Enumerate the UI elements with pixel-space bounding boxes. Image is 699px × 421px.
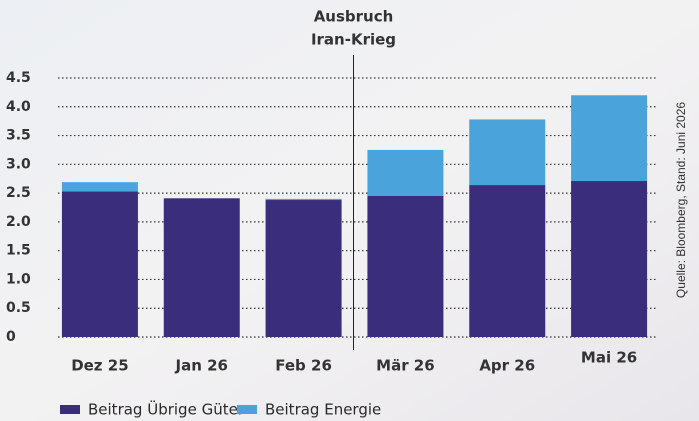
source-note: Quelle: Bloomberg, Stand: Juni 2026	[674, 102, 688, 298]
x-tick-label: Feb 26	[275, 357, 332, 375]
x-tick-label: Mär 26	[376, 357, 435, 375]
y-tick-label: 0	[6, 329, 16, 345]
bar-segment	[62, 182, 138, 191]
x-tick-label: Jan 26	[175, 357, 228, 375]
annotation: Iran-Krieg	[311, 31, 396, 49]
legend-label: Beitrag Übrige Güter	[88, 400, 245, 419]
y-tick-label: 2.0	[6, 214, 31, 230]
chart: 0 0.5 1.0 1.5 2.0 2.5 3.0 3.5 4.0 4.5 Dez 25 Jan 26…	[0, 0, 699, 421]
y-tick-label: 4.0	[6, 99, 31, 115]
y-tick-label: 1.0	[6, 271, 31, 287]
y-tick-label: 1.5	[6, 243, 31, 259]
x-tick-label: Apr 26	[479, 357, 535, 375]
x-tick-label: Dez 25	[71, 357, 128, 375]
legend-swatch	[237, 405, 257, 414]
bar-segment	[367, 196, 443, 337]
legend-swatch	[60, 405, 80, 414]
bar-segment	[164, 198, 240, 337]
y-tick-label: 3.0	[6, 156, 31, 172]
y-tick-label: 2.5	[6, 185, 31, 201]
legend-label: Beitrag Energie	[265, 401, 381, 419]
bar-segment	[266, 200, 342, 337]
bar-segment	[571, 95, 647, 181]
annotation: Ausbruch	[314, 8, 394, 26]
bar-segment	[469, 185, 545, 337]
bar-segment	[571, 181, 647, 337]
y-tick-label: 4.5	[6, 70, 31, 86]
y-tick-label: 0.5	[6, 300, 31, 316]
bar-segment	[469, 119, 545, 185]
y-tick-label: 3.5	[6, 128, 31, 144]
x-tick-label: Mai 26	[581, 349, 637, 367]
bar-segment	[62, 191, 138, 337]
bar-segment	[367, 150, 443, 196]
bar-segment	[266, 199, 342, 200]
